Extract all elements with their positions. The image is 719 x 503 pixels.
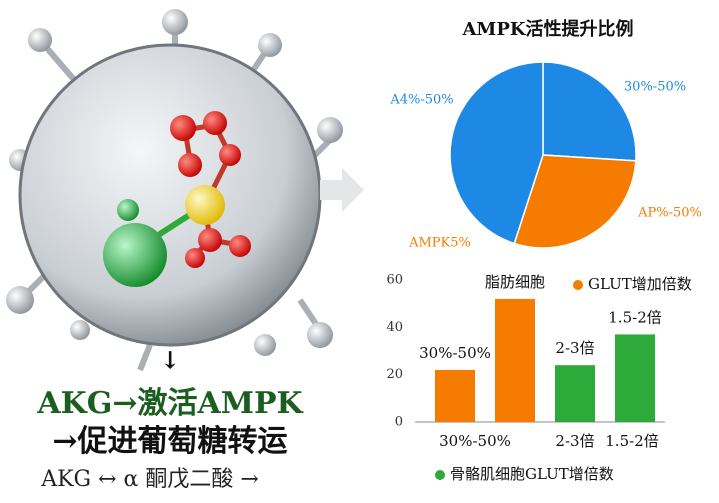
pie-slice [542, 61, 637, 162]
x-tick-label: 1.5-2倍 [605, 432, 658, 450]
molecule-illustration [6, 9, 364, 372]
y-tick-label: 20 [386, 367, 403, 382]
pie-title: AMPK活性提升比例 [461, 18, 633, 40]
footnote: AKG ↔ α 酮戊二酸 → [40, 467, 259, 492]
pie-slice [513, 154, 637, 249]
legend-swatch [435, 470, 445, 480]
headline: →促进葡萄糖转运 [52, 424, 287, 459]
pie-slice [449, 61, 544, 245]
pie-label: AP%-50% [637, 206, 702, 221]
pie-label: A4%-50% [389, 93, 453, 108]
bar-label: 1.5-2倍 [608, 308, 661, 326]
bar [615, 334, 655, 422]
down-arrow: ↓ [160, 346, 180, 375]
bar-label: 30%-50% [419, 344, 491, 362]
x-tick-label: 2-3倍 [555, 432, 594, 450]
x-tick-label: 30%-50% [439, 432, 511, 450]
legend-label: GLUT增加倍数 [588, 275, 692, 293]
y-tick-label: 60 [386, 273, 403, 288]
bar [495, 298, 535, 422]
y-tick-label: 40 [386, 320, 403, 335]
bar-label: 脂肪细胞 [485, 273, 545, 291]
y-tick-label: 0 [395, 415, 403, 430]
bar [555, 365, 595, 422]
bar-label: 2-3倍 [555, 339, 594, 357]
bar [435, 369, 475, 422]
pie-label: 30%-50% [624, 80, 686, 95]
legend-label: 骨骼肌细胞GLUT增倍数 [450, 465, 614, 483]
legend-swatch [573, 280, 583, 290]
headline: AKG→激活AMPK [36, 386, 303, 421]
pie-annotation: AMPK5% [408, 236, 471, 251]
